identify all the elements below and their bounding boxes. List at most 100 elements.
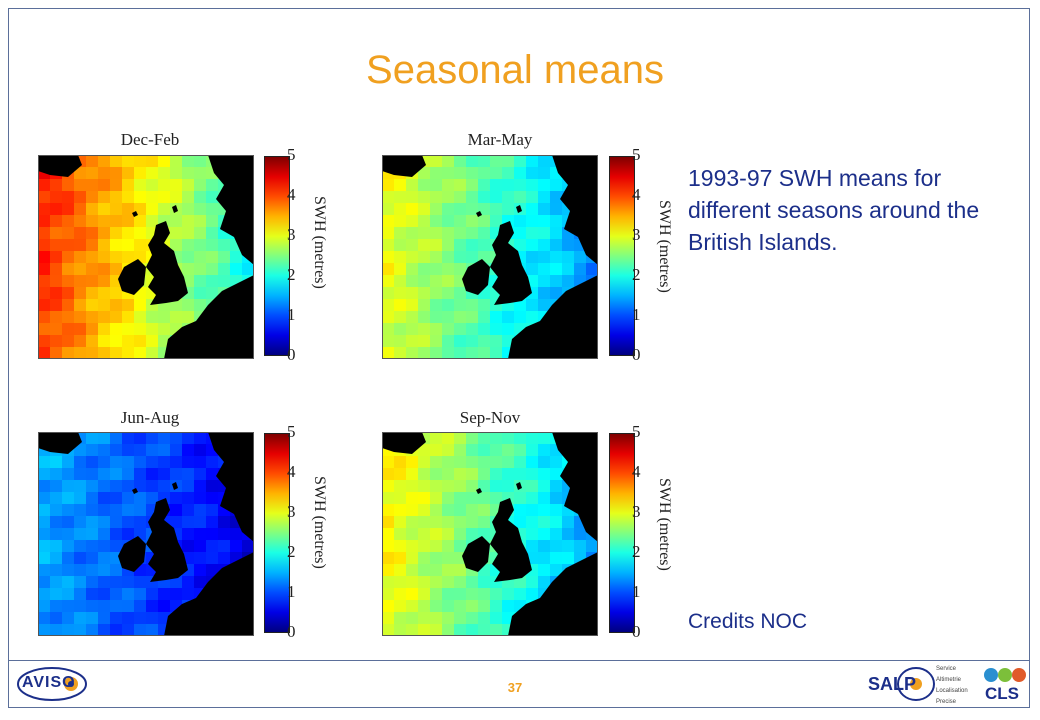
map-cell (406, 492, 419, 505)
map-cell (514, 504, 527, 517)
map-cell (74, 528, 87, 541)
map-cell (550, 227, 563, 240)
map-cell (206, 516, 219, 529)
land-mass (208, 155, 254, 265)
map-cell (146, 179, 159, 192)
map-cell (538, 492, 551, 505)
map-cell (490, 155, 503, 168)
map-cell (466, 504, 479, 517)
map-cell (74, 576, 87, 589)
map-cell (478, 239, 491, 252)
map-cell (98, 432, 111, 445)
cls-logo-text: CLS (985, 684, 1019, 703)
map-cell (122, 323, 135, 336)
map-cell (38, 299, 51, 312)
map-cell (62, 480, 75, 493)
map-cell (62, 468, 75, 481)
map-cell (86, 179, 99, 192)
map-cell (406, 564, 419, 577)
map-cell (430, 323, 443, 336)
map-cell (86, 612, 99, 625)
map-cell (74, 347, 87, 359)
map-cell (418, 528, 431, 541)
map-cell (526, 588, 539, 601)
map-cell (38, 323, 51, 336)
map-cell (38, 227, 51, 240)
map-cell (206, 227, 219, 240)
map-cell (466, 624, 479, 636)
map-cell (478, 335, 491, 348)
map-cell (418, 468, 431, 481)
map-cell (62, 588, 75, 601)
map-cell (514, 576, 527, 589)
map-cell (182, 239, 195, 252)
tick-label: 5 (287, 145, 296, 164)
map-cell (50, 227, 63, 240)
map-cell (382, 275, 395, 288)
map-cell (442, 456, 455, 469)
map-cell (122, 155, 135, 168)
map-cell (418, 191, 431, 204)
map-cell (182, 311, 195, 324)
map-cell (98, 444, 111, 457)
map-cell (490, 167, 503, 180)
map-cell (38, 287, 51, 300)
tick-label: 0 (632, 345, 641, 364)
map-cell (206, 480, 219, 493)
map-cell (146, 624, 159, 636)
map-cell (550, 528, 563, 541)
map-cell (562, 540, 575, 553)
map-cell (182, 504, 195, 517)
panel-title-sep-nov: Sep-Nov (459, 408, 521, 427)
map-cell (170, 191, 183, 204)
map-cell (182, 155, 195, 168)
map-cell (502, 480, 515, 493)
map-cell (466, 612, 479, 625)
map-cell (466, 528, 479, 541)
map-cell (110, 311, 123, 324)
map-cell (526, 528, 539, 541)
map-cell (158, 444, 171, 457)
map-cell (98, 456, 111, 469)
map-cell (38, 335, 51, 348)
colorbar-label-mar-may: SWH (metres) (656, 200, 673, 293)
map-cell (454, 504, 467, 517)
map-cell (134, 612, 147, 625)
map-cell (478, 347, 491, 359)
map-cell (406, 347, 419, 359)
map-cell (74, 203, 87, 216)
map-cell (466, 347, 479, 359)
map-cell (550, 179, 563, 192)
land-mass (38, 432, 82, 454)
map-cell (514, 516, 527, 529)
map-cell (478, 588, 491, 601)
map-cell (170, 492, 183, 505)
map-cell (194, 492, 207, 505)
map-cell (526, 227, 539, 240)
map-cell (406, 540, 419, 553)
map-cell (158, 155, 171, 168)
map-cell (62, 275, 75, 288)
map-cell (194, 504, 207, 517)
map-cell (526, 179, 539, 192)
map-cell (110, 588, 123, 601)
salp-caption-line: Service (936, 666, 957, 672)
map-cell (442, 432, 455, 445)
map-cell (442, 155, 455, 168)
map-cell (382, 468, 395, 481)
map-cell (502, 323, 515, 336)
map-cell (74, 167, 87, 180)
map-cell (418, 251, 431, 264)
map-cell (86, 191, 99, 204)
map-cell (86, 588, 99, 601)
map-cell (466, 492, 479, 505)
map-cell (158, 480, 171, 493)
map-cell (442, 311, 455, 324)
map-cell (442, 179, 455, 192)
land-mass (118, 259, 146, 295)
map-cell (418, 588, 431, 601)
map-cell (382, 588, 395, 601)
tick-label: 0 (287, 345, 296, 364)
map-cell (418, 275, 431, 288)
map-cell (574, 263, 587, 276)
